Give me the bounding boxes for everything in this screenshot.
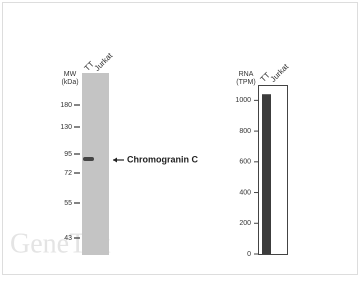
y-tick-label: 800 <box>239 128 251 135</box>
marker-label: 180 <box>60 102 72 109</box>
marker-label: 95 <box>64 151 72 158</box>
bar <box>262 94 271 254</box>
marker-label: 130 <box>60 124 72 131</box>
rna-label: RNA <box>239 71 254 78</box>
marker-label: 55 <box>64 200 72 207</box>
y-tick-label: 400 <box>239 189 251 196</box>
y-tick-label: 200 <box>239 220 251 227</box>
y-tick-label: 1000 <box>235 97 251 104</box>
blot-membrane <box>82 73 109 255</box>
band-label: Chromogranin C <box>127 154 198 164</box>
mw-label: (kDa) <box>61 79 78 86</box>
marker-label: 72 <box>64 170 72 177</box>
rna-label: (TPM) <box>236 79 255 86</box>
y-tick-label: 600 <box>239 159 251 166</box>
y-tick-label: 0 <box>247 251 251 258</box>
marker-label: 43 <box>64 235 72 242</box>
figure: GeneTex MW (kDa) Chromogranin C TT Jurka… <box>0 0 360 277</box>
mw-label: MW <box>64 71 77 78</box>
band <box>83 157 94 161</box>
